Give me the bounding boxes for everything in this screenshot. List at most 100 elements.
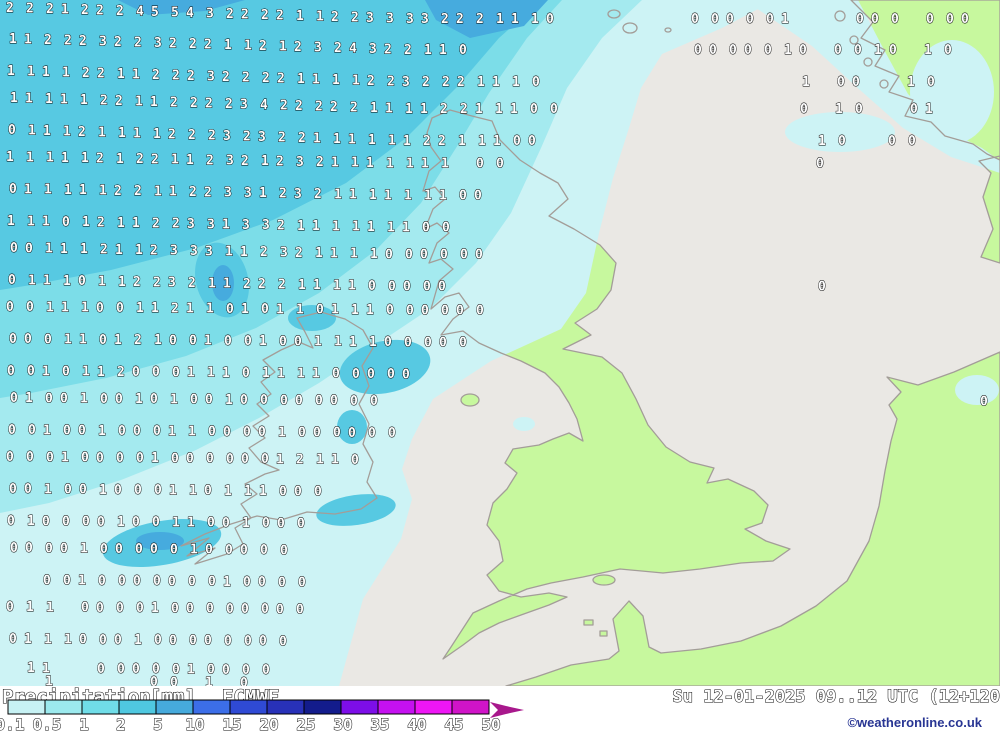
precip-value: 1	[97, 365, 105, 380]
precip-value: 0	[348, 426, 356, 441]
precip-value: 0	[153, 574, 161, 589]
precip-value: 1	[348, 279, 356, 294]
precip-value: 1	[333, 132, 341, 147]
precip-value: 2	[100, 243, 108, 258]
precip-value: 1	[78, 574, 86, 589]
precip-value: 2	[457, 75, 465, 90]
precip-value: 1	[7, 214, 15, 229]
precip-value: 0	[170, 542, 178, 557]
precip-value: 0	[871, 12, 879, 27]
precip-value: 1	[386, 156, 394, 171]
precip-value: 2	[172, 217, 180, 232]
precip-value: 1	[135, 243, 143, 258]
coastline	[599, 630, 608, 637]
precip-value: 0	[6, 450, 14, 465]
precip-value: 0	[460, 248, 468, 263]
precip-value: 1	[63, 274, 71, 289]
precip-value: 1	[366, 156, 374, 171]
precip-value: 2	[295, 99, 303, 114]
precip-value: 3	[294, 187, 302, 202]
legend-cell	[118, 699, 157, 715]
precip-value: 0	[190, 393, 198, 408]
precip-value: 1	[925, 102, 933, 117]
precip-value: 0	[63, 573, 71, 588]
precip-value: 0	[351, 453, 359, 468]
legend-tick-label: 5	[153, 715, 163, 733]
coastline	[505, 351, 1000, 687]
precip-value: 1	[330, 246, 338, 261]
precip-value: 0	[402, 367, 410, 382]
precip-value: 1	[261, 154, 269, 169]
precip-value: 0	[100, 542, 108, 557]
precip-value: 1	[133, 127, 141, 142]
precip-value: 3	[190, 244, 198, 259]
precip-value: 0	[205, 543, 213, 558]
precip-value: 1	[63, 125, 71, 140]
precip-value: 2	[440, 102, 448, 117]
precip-value: 1	[367, 220, 375, 235]
precip-value: 4	[136, 5, 144, 20]
precip-value: 1	[241, 302, 249, 317]
precip-value: 1	[80, 242, 88, 257]
precip-value: 0	[546, 12, 554, 27]
precip-value: 0	[854, 43, 862, 58]
precip-value: 0	[280, 393, 288, 408]
precip-value: 0	[96, 451, 104, 466]
precip-value: 0	[45, 391, 53, 406]
precip-patch-dutch-coast	[955, 375, 999, 405]
precip-value: 0	[421, 303, 429, 318]
copyright-credit: ©weatheronline.co.uk	[847, 715, 982, 730]
precip-value: 0	[691, 12, 699, 27]
precip-value: 0	[189, 334, 197, 349]
precip-value: 1	[27, 214, 35, 229]
precip-value: 1	[98, 126, 106, 141]
precip-value: 1	[512, 75, 520, 90]
precip-value: 0	[388, 426, 396, 441]
precip-value: 0	[206, 602, 214, 617]
precip-value: 0	[224, 634, 232, 649]
precip-value: 0	[530, 102, 538, 117]
precip-value: 2	[100, 94, 108, 109]
precip-value: 4	[186, 6, 194, 21]
precip-value: 0	[729, 43, 737, 58]
precip-value: 3	[170, 244, 178, 259]
precip-value: 1	[135, 95, 143, 110]
precip-value: 0	[206, 452, 214, 467]
precip-value: 1	[205, 676, 213, 691]
precip-value: 0	[459, 335, 467, 350]
precip-value: 2	[26, 2, 34, 17]
precip-value: 1	[150, 95, 158, 110]
precip-value: 1	[439, 43, 447, 58]
precip-value: 2	[81, 3, 89, 18]
precip-value: 1	[204, 334, 212, 349]
legend-cell	[44, 699, 83, 715]
precip-value: 0	[8, 123, 16, 138]
precip-value: 1	[24, 632, 32, 647]
precip-value: 0	[186, 602, 194, 617]
precip-value: 0	[118, 574, 126, 589]
precip-value: 1	[64, 183, 72, 198]
precip-value: 1	[350, 247, 358, 262]
precip-value: 2	[96, 4, 104, 19]
precip-value: 0	[298, 425, 306, 440]
precip-value: 1	[206, 302, 214, 317]
precip-value: 0	[208, 425, 216, 440]
precip-value: 2	[330, 100, 338, 115]
precip-value: 1	[46, 300, 54, 315]
precip-value: 1	[132, 216, 140, 231]
precip-value: 0	[6, 300, 14, 315]
precip-value: 0	[188, 575, 196, 590]
precip-value: 0	[9, 332, 17, 347]
precip-value: 1	[223, 575, 231, 590]
coastline	[849, 35, 859, 45]
precip-value: 1	[297, 366, 305, 381]
precip-value: 1	[420, 102, 428, 117]
precip-value: 0	[136, 601, 144, 616]
precip-value: 1	[118, 126, 126, 141]
precip-value: 1	[9, 32, 17, 47]
precip-value: 1	[44, 482, 52, 497]
precip-value: 0	[262, 516, 270, 531]
precip-value: 1	[388, 134, 396, 149]
precip-value: 1	[44, 632, 52, 647]
precip-value: 0	[818, 280, 826, 295]
